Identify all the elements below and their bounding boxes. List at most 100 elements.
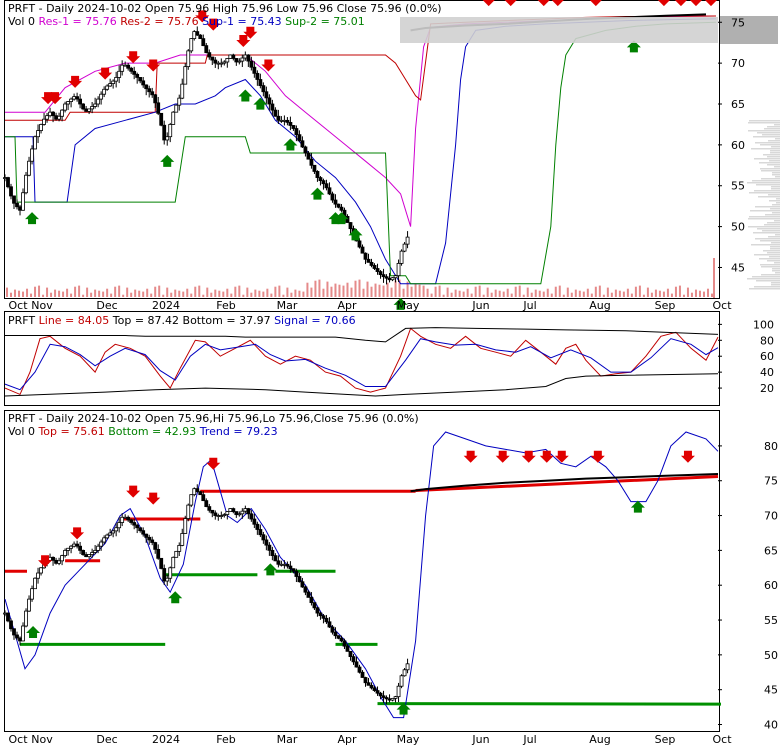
osc-bottom: [4, 373, 719, 397]
volume-bar: [178, 290, 181, 297]
candle: [291, 568, 296, 572]
candle: [201, 494, 206, 502]
candle: [231, 54, 236, 59]
volume-bar: [586, 288, 589, 297]
volume-bar: [522, 294, 525, 297]
sell-signal: [482, 0, 495, 7]
distribution-bar: [765, 214, 780, 216]
sell-signal: [206, 18, 221, 31]
candle: [93, 103, 98, 107]
volume-bar: [270, 293, 273, 297]
candle: [108, 83, 113, 87]
candle: [147, 88, 152, 93]
volume-bar: [602, 294, 605, 297]
candle: [237, 60, 242, 63]
volume-bar: [190, 293, 193, 297]
volume-bar: [354, 280, 357, 297]
volume-bar: [518, 285, 521, 297]
candle: [198, 491, 203, 496]
volume-bar: [458, 290, 461, 297]
volume-bar: [126, 287, 129, 297]
candle: [105, 85, 110, 90]
buy-signal: [334, 212, 349, 225]
volume-bar: [318, 279, 321, 297]
volume-bar: [90, 292, 93, 297]
candle: [156, 548, 161, 559]
candle: [324, 183, 329, 189]
volume-bar: [390, 287, 393, 297]
volume-bar: [582, 291, 585, 297]
candle: [282, 119, 287, 122]
distribution-bar: [759, 258, 780, 260]
candle: [153, 542, 158, 550]
volume-bar: [14, 289, 17, 297]
candle: [303, 586, 308, 593]
candle: [336, 203, 341, 208]
candle: [336, 635, 341, 639]
candle: [9, 186, 13, 197]
distribution-bar: [772, 174, 780, 176]
volume-bar: [678, 285, 681, 297]
y-tick-label: 40: [764, 719, 778, 732]
distribution-bar: [770, 150, 780, 152]
candle: [3, 177, 7, 179]
candle: [354, 661, 359, 668]
candle: [147, 536, 152, 541]
candle: [246, 508, 251, 515]
candle: [234, 58, 239, 63]
sell-signal: [38, 555, 53, 568]
distribution-bar: [749, 288, 780, 290]
volume-bar: [430, 293, 433, 297]
volume-bar: [122, 294, 125, 297]
x-tick-label: Apr: [337, 299, 357, 312]
volume-bar: [422, 285, 425, 297]
candle: [9, 620, 13, 630]
volume-bar: [174, 289, 177, 297]
distribution-bar: [770, 152, 780, 154]
distribution-bar: [749, 216, 780, 218]
candle: [171, 111, 176, 125]
distribution-bar: [772, 172, 780, 174]
legend-entry: Bottom = 37.97: [179, 314, 271, 327]
candle: [300, 140, 305, 148]
distribution-bar: [767, 222, 780, 224]
candle: [12, 628, 16, 636]
candle: [120, 516, 125, 523]
distribution-bar: [756, 280, 780, 282]
distribution-bar: [767, 252, 780, 254]
oscillator-panel-frame: [4, 311, 720, 406]
candle: [177, 545, 182, 552]
volume-bar: [330, 286, 333, 297]
candle: [366, 258, 371, 263]
legend-entry: PRFT: [8, 314, 35, 327]
distribution-bar: [751, 148, 780, 150]
x-tick-label: Apr: [337, 733, 357, 745]
distribution-bar: [776, 202, 780, 204]
legend-row: Vol 0 Top = 75.61 Bottom = 42.93 Trend =…: [8, 425, 278, 438]
legend-entry: Signal = 70.66: [271, 314, 356, 327]
candle: [54, 559, 58, 564]
y-tick-label: 100: [753, 318, 774, 331]
volume-bar: [138, 290, 141, 297]
candle: [210, 56, 215, 61]
candle: [72, 543, 76, 547]
candle: [63, 103, 67, 111]
volume-bar: [130, 292, 133, 297]
volume-bar: [712, 258, 715, 298]
candle: [39, 567, 43, 574]
volume-bar: [694, 289, 697, 297]
volume-bar: [470, 293, 473, 297]
distribution-bar: [772, 270, 780, 272]
distribution-bar: [767, 156, 780, 158]
distribution-bar: [747, 278, 780, 280]
y-tick-label: 55: [731, 180, 745, 193]
candle: [165, 136, 170, 141]
volume-bar: [302, 291, 305, 297]
candle: [342, 640, 347, 647]
buy-signal: [253, 97, 268, 110]
candle: [66, 547, 70, 551]
candle: [96, 545, 101, 551]
candle: [207, 52, 212, 58]
distribution-bar: [762, 230, 780, 232]
candle: [90, 106, 95, 110]
